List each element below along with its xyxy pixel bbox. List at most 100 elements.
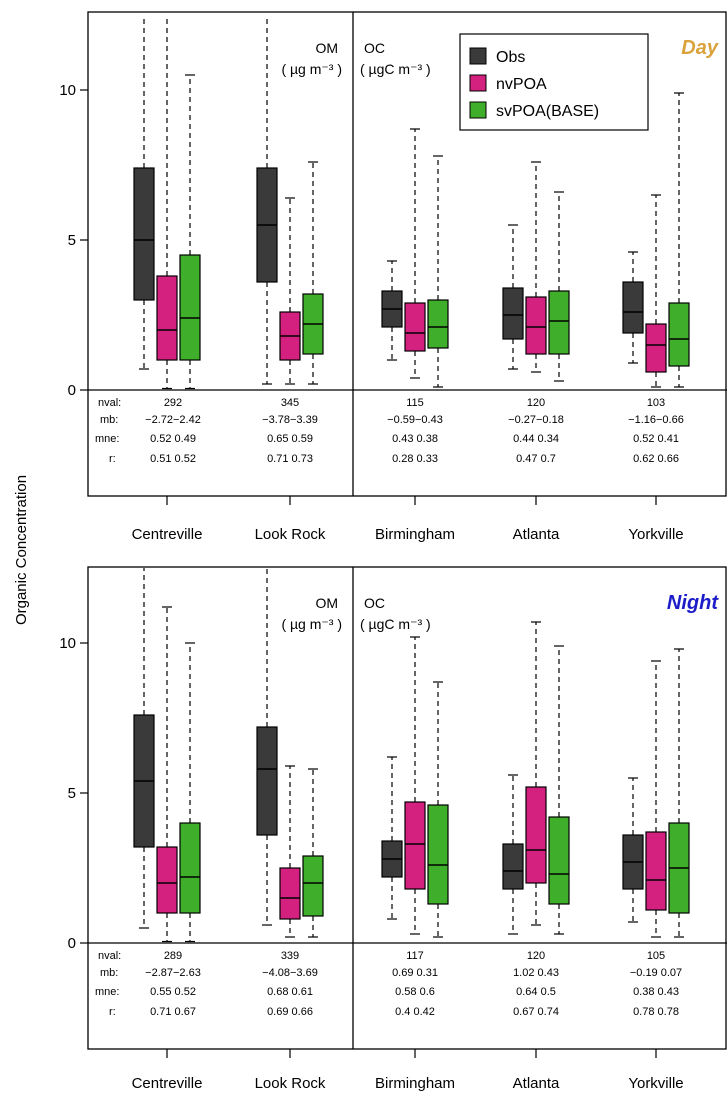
box-body — [525, 786, 547, 884]
box-body — [179, 254, 201, 361]
site-label: Birmingham — [375, 1075, 455, 1092]
box-body — [179, 822, 201, 914]
stat-value: 117 — [406, 950, 424, 962]
site-label: Birmingham — [375, 526, 455, 543]
legend-swatch — [469, 101, 487, 119]
box-body — [502, 843, 524, 890]
stat-value: 103 — [647, 397, 665, 409]
box-body — [404, 801, 426, 890]
stat-row-label: r: — [109, 453, 116, 465]
stat-value: 0.38 0.43 — [633, 986, 679, 998]
stat-value: 120 — [527, 950, 545, 962]
oc-label: OC — [364, 40, 385, 56]
stat-value: −2.72−2.42 — [145, 414, 201, 426]
site-label: Look Rock — [255, 1075, 326, 1092]
stat-value: 0.4 0.42 — [395, 1006, 435, 1018]
stat-value: 0.71 0.73 — [267, 453, 313, 465]
box-body — [548, 816, 570, 905]
box-body — [256, 726, 278, 836]
legend-swatch — [469, 47, 487, 65]
period-label: Night — [667, 592, 719, 614]
stat-value: 0.43 0.38 — [392, 433, 438, 445]
stat-value: 0.52 0.49 — [150, 433, 196, 445]
stat-value: 339 — [281, 950, 299, 962]
legend-swatch — [469, 74, 487, 92]
box-body — [156, 275, 178, 361]
site-label: Atlanta — [513, 1075, 560, 1092]
y-tick-label: 0 — [68, 935, 76, 952]
stat-value: 0.51 0.52 — [150, 453, 196, 465]
box-body — [404, 302, 426, 352]
stat-row-label: mne: — [95, 433, 119, 445]
legend-box — [459, 33, 649, 131]
stat-value: 0.71 0.67 — [150, 1006, 196, 1018]
stat-value: −3.78−3.39 — [262, 414, 318, 426]
oc-label: OC — [364, 595, 385, 611]
box-body — [645, 323, 667, 373]
om-label: OM — [315, 40, 338, 56]
stat-value: −0.19 0.07 — [630, 967, 682, 979]
stat-value: 1.02 0.43 — [513, 967, 559, 979]
om-label: OM — [315, 595, 338, 611]
box-body — [427, 804, 449, 905]
stat-row-label: mb: — [100, 414, 118, 426]
panel-frame — [87, 11, 727, 497]
site-label: Yorkville — [628, 1075, 683, 1092]
y-axis-label: Organic Concentration — [13, 475, 30, 625]
y-tick-label: 10 — [59, 82, 76, 99]
stat-value: 0.62 0.66 — [633, 453, 679, 465]
stat-value: 115 — [406, 397, 424, 409]
stat-value: 0.78 0.78 — [633, 1006, 679, 1018]
box-body — [502, 287, 524, 340]
stat-value: 0.69 0.31 — [392, 967, 438, 979]
site-label: Centreville — [132, 526, 203, 543]
box-body — [548, 290, 570, 355]
panel-frame — [87, 566, 727, 1050]
stat-value: −0.59−0.43 — [387, 414, 443, 426]
stat-value: 0.28 0.33 — [392, 453, 438, 465]
stat-row-label: r: — [109, 1006, 116, 1018]
box-body — [645, 831, 667, 911]
stat-value: −2.87−2.63 — [145, 967, 201, 979]
stat-value: 292 — [164, 397, 182, 409]
legend-entry: svPOA(BASE) — [496, 103, 599, 120]
stat-value: 120 — [527, 397, 545, 409]
stat-value: 0.55 0.52 — [150, 986, 196, 998]
stat-value: 0.68 0.61 — [267, 986, 313, 998]
site-label: Look Rock — [255, 526, 326, 543]
y-tick-label: 10 — [59, 635, 76, 652]
stat-value: 105 — [647, 950, 665, 962]
stat-value: −4.08−3.69 — [262, 967, 318, 979]
stat-value: 0.69 0.66 — [267, 1006, 313, 1018]
stat-row-label: mb: — [100, 967, 118, 979]
stat-value: 0.52 0.41 — [633, 433, 679, 445]
site-label: Atlanta — [513, 526, 560, 543]
box-body — [279, 867, 301, 920]
stat-value: 289 — [164, 950, 182, 962]
stat-value: 0.67 0.74 — [513, 1006, 559, 1018]
stat-value: 0.64 0.5 — [516, 986, 556, 998]
y-tick-label: 5 — [68, 785, 76, 802]
stat-row-label: nval: — [98, 397, 121, 409]
stat-value: 0.65 0.59 — [267, 433, 313, 445]
stat-value: −1.16−0.66 — [628, 414, 684, 426]
stat-row-label: nval: — [98, 950, 121, 962]
y-tick-label: 5 — [68, 232, 76, 249]
om-unit-label: ( µg m⁻³ ) — [281, 616, 342, 632]
stat-value: 0.47 0.7 — [516, 453, 556, 465]
stat-value: 0.58 0.6 — [395, 986, 435, 998]
stat-row-label: mne: — [95, 986, 119, 998]
om-unit-label: ( µg m⁻³ ) — [281, 61, 342, 77]
legend-entry: nvPOA — [496, 76, 547, 93]
box-body — [622, 281, 644, 334]
box-body — [525, 296, 547, 355]
stat-value: −0.27−0.18 — [508, 414, 564, 426]
box-body — [427, 299, 449, 349]
stat-value: 0.44 0.34 — [513, 433, 559, 445]
site-label: Yorkville — [628, 526, 683, 543]
stat-value: 345 — [281, 397, 299, 409]
oc-unit-label: ( µgC m⁻³ ) — [360, 61, 431, 77]
legend-entry: Obs — [496, 49, 525, 66]
box-body — [302, 855, 324, 917]
